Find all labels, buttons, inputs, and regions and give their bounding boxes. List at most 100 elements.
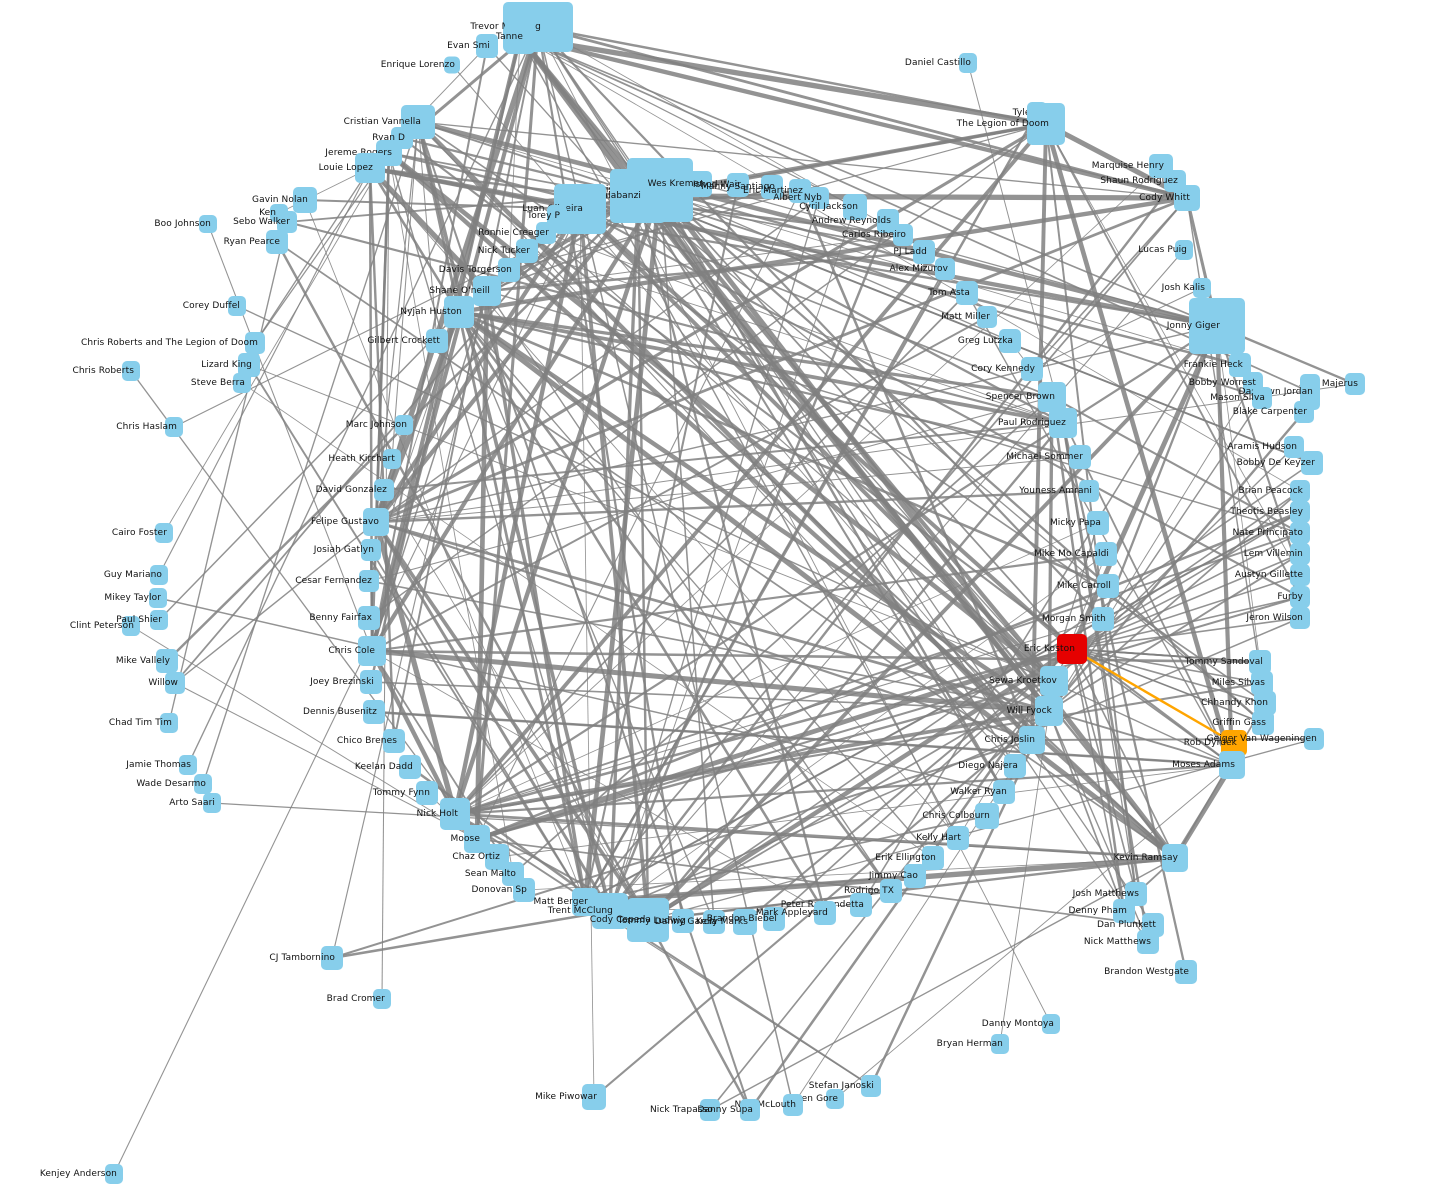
graph-node[interactable] [361,539,381,561]
graph-node[interactable] [783,1094,803,1116]
graph-node[interactable] [843,194,867,220]
graph-node[interactable] [1290,501,1310,523]
graph-node[interactable] [122,616,140,636]
graph-node[interactable] [1113,899,1135,923]
graph-node[interactable] [1290,522,1310,544]
graph-node[interactable] [861,1075,881,1097]
graph-node[interactable] [1290,543,1310,565]
graph-node[interactable] [199,215,217,233]
graph-node[interactable] [1254,691,1276,715]
graph-node[interactable] [395,415,413,435]
graph-node[interactable] [513,878,535,902]
graph-node[interactable] [850,893,872,917]
graph-node[interactable] [1040,666,1068,696]
graph-node[interactable] [1049,408,1077,438]
graph-node[interactable] [1019,726,1045,754]
graph-node[interactable] [150,565,168,585]
graph-node[interactable] [505,20,535,54]
graph-node[interactable] [991,1034,1009,1054]
graph-node[interactable] [150,610,168,630]
graph-node[interactable] [440,798,470,830]
graph-node[interactable] [922,846,944,870]
graph-node[interactable] [809,187,829,209]
graph-node[interactable] [1252,387,1272,409]
graph-node[interactable] [321,946,343,970]
graph-node[interactable] [374,479,394,501]
graph-node[interactable] [363,700,385,724]
graph-node[interactable] [610,169,666,223]
graph-node[interactable] [826,1089,844,1109]
graph-node[interactable] [473,276,501,306]
graph-node[interactable] [1042,1014,1060,1034]
graph-node[interactable] [416,781,438,805]
graph-node[interactable] [360,670,382,694]
graph-node[interactable] [426,329,448,353]
graph-node[interactable] [1021,357,1043,381]
graph-node[interactable] [893,224,913,246]
graph-node[interactable] [1079,480,1099,502]
graph-node[interactable] [1249,650,1271,674]
graph-node[interactable] [672,909,694,933]
graph-node[interactable] [1284,436,1304,458]
graph-node[interactable] [194,774,212,794]
graph-node[interactable] [993,780,1015,804]
graph-node[interactable] [238,353,260,377]
graph-node[interactable] [1174,185,1200,211]
graph-node[interactable] [1345,373,1365,395]
graph-node[interactable] [355,153,385,183]
graph-node[interactable] [160,713,178,733]
graph-node[interactable] [1252,711,1274,735]
graph-node[interactable] [547,205,567,227]
graph-node[interactable] [740,1099,760,1121]
graph-node[interactable] [358,636,386,666]
graph-node[interactable] [1294,401,1314,423]
graph-node[interactable] [149,588,167,608]
graph-node[interactable] [358,606,380,630]
graph-node[interactable] [1092,607,1114,631]
graph-node[interactable] [1035,696,1063,726]
graph-node[interactable] [880,879,902,903]
graph-node[interactable] [165,417,183,437]
graph-node[interactable] [444,56,460,74]
graph-node[interactable] [1087,511,1109,535]
graph-node[interactable] [763,907,785,931]
graph-node[interactable] [1301,451,1323,475]
graph-node[interactable] [627,898,669,942]
graph-node[interactable] [1229,353,1251,377]
graph-node[interactable] [383,729,405,753]
graph-node[interactable] [935,258,955,280]
graph-node[interactable] [1290,586,1310,608]
graph-node[interactable] [363,508,389,536]
graph-node[interactable] [913,240,935,264]
graph-node[interactable] [1219,751,1245,779]
graph-node[interactable] [956,281,978,305]
graph-node[interactable] [156,649,178,673]
graph-node[interactable] [233,373,251,393]
graph-node[interactable] [122,361,140,381]
graph-node[interactable] [1069,445,1091,469]
graph-node[interactable] [399,755,421,779]
graph-node[interactable] [1137,930,1159,954]
graph-node[interactable] [814,901,836,925]
graph-node[interactable] [1251,671,1273,695]
graph-node[interactable] [203,793,221,813]
graph-node[interactable] [977,306,997,328]
graph-node[interactable] [1004,754,1026,778]
graph-node[interactable] [592,893,628,929]
graph-node[interactable] [1304,728,1324,750]
graph-node[interactable] [516,239,538,263]
graph-node[interactable] [155,523,173,543]
graph-node[interactable] [228,296,246,316]
graph-node[interactable] [1027,103,1065,145]
graph-node[interactable] [999,329,1021,353]
graph-node[interactable] [383,449,401,469]
graph-node[interactable] [293,187,317,213]
graph-node[interactable] [1193,278,1211,298]
graph-node[interactable] [277,211,297,233]
graph-node[interactable] [444,296,474,328]
graph-node[interactable] [789,179,811,203]
graph-node[interactable] [1038,382,1066,412]
graph-node[interactable] [700,1099,720,1121]
